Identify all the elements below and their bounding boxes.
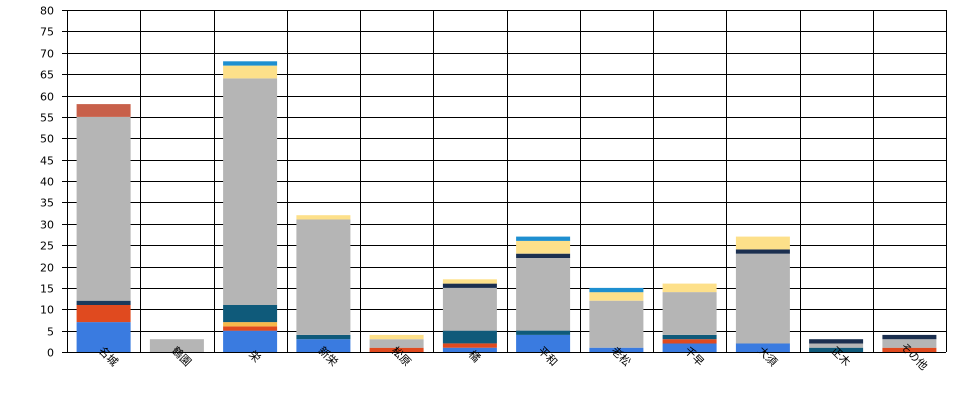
axis-layer bbox=[62, 10, 946, 353]
y-tick-label-15: 15 bbox=[40, 283, 54, 296]
bar-segment-2-3 bbox=[223, 305, 278, 323]
bar-segment-6-3 bbox=[516, 330, 571, 335]
bar-segment-9-5 bbox=[735, 253, 790, 344]
y-tick-label-70: 70 bbox=[40, 48, 54, 61]
bar-segment-1-5 bbox=[149, 339, 204, 352]
bar-segment-2-2 bbox=[223, 322, 278, 327]
y-tick-label-35: 35 bbox=[40, 197, 54, 210]
bar-segment-8-0 bbox=[662, 343, 717, 352]
y-tick-label-20: 20 bbox=[40, 262, 54, 275]
y-tick-label-55: 55 bbox=[40, 112, 54, 125]
bar-segment-3-7 bbox=[296, 215, 351, 220]
bar-segment-7-5 bbox=[589, 300, 644, 348]
bar-segment-7-8 bbox=[589, 287, 644, 293]
bar-segment-11-5 bbox=[882, 339, 937, 348]
bar-segment-11-1 bbox=[882, 347, 937, 352]
bar-segment-5-3 bbox=[442, 330, 497, 344]
bar-segment-2-0 bbox=[223, 330, 278, 352]
bar-segment-5-1 bbox=[442, 343, 497, 348]
bar-segment-8-5 bbox=[662, 292, 717, 335]
bar-segment-7-0 bbox=[589, 347, 644, 352]
bars-layer bbox=[76, 61, 937, 352]
bar-segment-5-0 bbox=[442, 347, 497, 352]
bar-segment-8-3 bbox=[662, 334, 717, 340]
bar-segment-4-5 bbox=[369, 339, 424, 348]
bar-segment-2-5 bbox=[223, 78, 278, 306]
bar-segment-8-7 bbox=[662, 283, 717, 293]
y-tick-label-40: 40 bbox=[40, 176, 54, 189]
y-tick-label-0: 0 bbox=[47, 347, 54, 360]
bar-segment-3-5 bbox=[296, 219, 351, 335]
bar-segment-6-5 bbox=[516, 257, 571, 331]
bar-segment-8-1 bbox=[662, 339, 717, 344]
bar-segment-9-7 bbox=[735, 236, 790, 250]
bar-segment-10-5 bbox=[809, 343, 864, 348]
bar-segment-0-4 bbox=[76, 300, 131, 305]
grid-layer bbox=[67, 10, 947, 352]
bar-segment-9-6 bbox=[735, 249, 790, 254]
bar-segment-5-7 bbox=[442, 279, 497, 284]
y-tick-label-45: 45 bbox=[40, 155, 54, 168]
bar-segment-6-7 bbox=[516, 240, 571, 254]
y-tick-label-80: 80 bbox=[40, 5, 54, 18]
bar-segment-5-6 bbox=[442, 283, 497, 288]
bar-segment-0-5 bbox=[76, 116, 131, 301]
bar-segment-4-1 bbox=[369, 347, 424, 352]
bar-segment-6-6 bbox=[516, 253, 571, 258]
bar-segment-10-6 bbox=[809, 339, 864, 344]
y-tick-label-10: 10 bbox=[40, 304, 54, 317]
bar-segment-2-1 bbox=[223, 326, 278, 331]
bar-segment-0-1 bbox=[76, 305, 131, 323]
bar-segment-11-6 bbox=[882, 334, 937, 340]
bar-segment-9-0 bbox=[735, 343, 790, 352]
y-tick-label-60: 60 bbox=[40, 91, 54, 104]
y-tick-label-65: 65 bbox=[40, 69, 54, 82]
bar-segment-5-5 bbox=[442, 287, 497, 331]
y-tick-label-50: 50 bbox=[40, 133, 54, 146]
y-tick-label-5: 5 bbox=[47, 326, 54, 339]
bar-segment-6-0 bbox=[516, 334, 571, 352]
bar-segment-2-7 bbox=[223, 65, 278, 79]
y-tick-label-75: 75 bbox=[40, 26, 54, 39]
bar-segment-3-0 bbox=[296, 339, 351, 352]
bar-segment-10-3 bbox=[809, 347, 864, 352]
bar-segment-6-8 bbox=[516, 236, 571, 241]
bar-segment-7-7 bbox=[589, 292, 644, 301]
y-tick-label-30: 30 bbox=[40, 219, 54, 232]
bar-segment-0-0 bbox=[76, 322, 131, 352]
y-tick-label-25: 25 bbox=[40, 240, 54, 253]
bar-segment-3-3 bbox=[296, 334, 351, 340]
bar-segment-4-7 bbox=[369, 334, 424, 340]
bar-segment-0-9 bbox=[76, 104, 131, 117]
bar-segment-2-8 bbox=[223, 61, 278, 66]
